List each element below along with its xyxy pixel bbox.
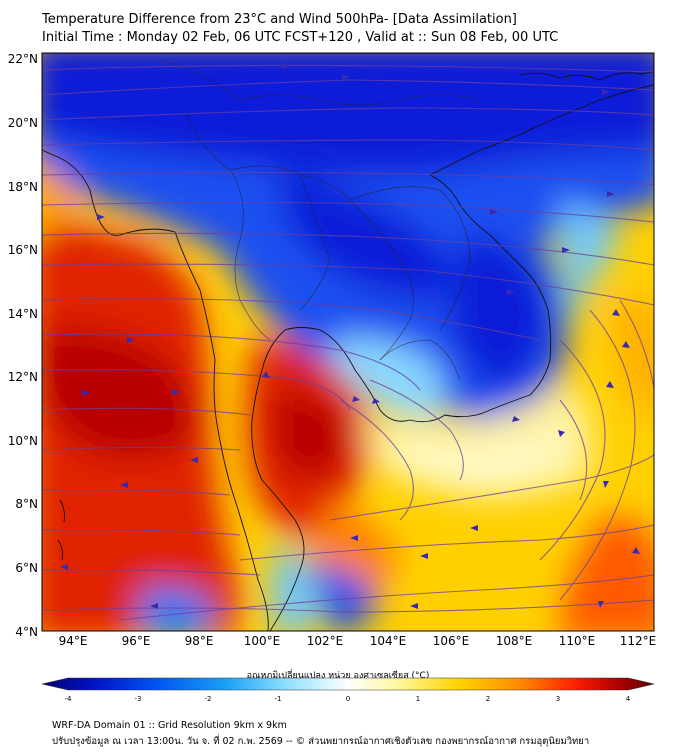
temperature-field bbox=[42, 53, 654, 631]
lat-label: 8°N bbox=[15, 497, 38, 511]
colorbar-ticks: -4 -3 -2 -1 0 1 2 3 4 bbox=[65, 695, 631, 703]
lon-label: 96°E bbox=[122, 634, 151, 648]
colorbar-tick: -4 bbox=[65, 695, 73, 703]
colorbar-tick: 1 bbox=[416, 695, 420, 703]
wind-streamlines bbox=[42, 64, 654, 621]
lon-label: 108°E bbox=[496, 634, 533, 648]
lon-label: 110°E bbox=[559, 634, 596, 648]
lat-label: 20°N bbox=[8, 116, 38, 130]
colorbar: -4 -3 -2 -1 0 1 2 3 4 bbox=[41, 677, 655, 703]
lat-label: 14°N bbox=[8, 307, 38, 321]
lon-label: 94°E bbox=[59, 634, 88, 648]
colorbar-tick: 3 bbox=[556, 695, 560, 703]
lat-label: 16°N bbox=[8, 243, 38, 257]
footer-credit: ปรับปรุงข้อมูล ณ เวลา 13:00น. วัน จ. ที่… bbox=[52, 736, 590, 747]
lon-label: 98°E bbox=[185, 634, 214, 648]
lon-label: 104°E bbox=[370, 634, 407, 648]
lat-label: 10°N bbox=[8, 434, 38, 448]
colorbar-tick: -1 bbox=[275, 695, 282, 703]
wind-arrows bbox=[60, 63, 640, 609]
colorbar-tick: -3 bbox=[135, 695, 142, 703]
lat-label: 18°N bbox=[8, 180, 38, 194]
lat-label: 4°N bbox=[15, 625, 38, 639]
longitude-labels: 94°E 96°E 98°E 100°E 102°E 104°E 106°E 1… bbox=[59, 634, 657, 648]
country-borders bbox=[159, 59, 481, 381]
lon-label: 102°E bbox=[307, 634, 344, 648]
colorbar-gradient bbox=[41, 677, 655, 691]
lon-label: 112°E bbox=[620, 634, 657, 648]
map-title: Temperature Difference from 23°C and Win… bbox=[42, 12, 517, 27]
temperature-wind-map: 22°N 20°N 18°N 16°N 14°N 12°N 10°N 8°N 6… bbox=[8, 52, 657, 648]
lon-label: 106°E bbox=[433, 634, 470, 648]
colorbar-tick: -2 bbox=[205, 695, 212, 703]
coastline bbox=[42, 71, 654, 631]
lat-label: 6°N bbox=[15, 561, 38, 575]
latitude-labels: 22°N 20°N 18°N 16°N 14°N 12°N 10°N 8°N 6… bbox=[8, 52, 38, 639]
colorbar-label: อุณหภูมิเปลี่ยนแปลง หน่วย องศาเซลเซียส (… bbox=[246, 671, 430, 681]
map-subtitle: Initial Time : Monday 02 Feb, 06 UTC FCS… bbox=[42, 30, 559, 45]
colorbar-tick: 4 bbox=[626, 695, 631, 703]
colorbar-tick: 0 bbox=[346, 695, 350, 703]
lat-label: 22°N bbox=[8, 52, 38, 66]
map-frame bbox=[41, 52, 655, 632]
lat-label: 12°N bbox=[8, 370, 38, 384]
colorbar-tick: 2 bbox=[486, 695, 490, 703]
lon-label: 100°E bbox=[244, 634, 281, 648]
footer-model-info: WRF-DA Domain 01 :: Grid Resolution 9km … bbox=[52, 720, 287, 731]
